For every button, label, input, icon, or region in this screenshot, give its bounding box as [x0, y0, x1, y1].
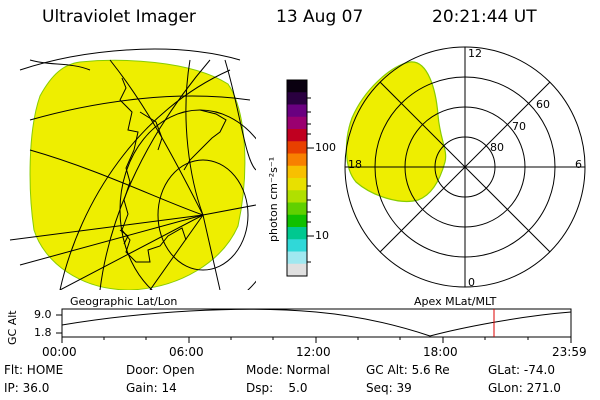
colorbar-tick-10: 10 [315, 229, 329, 242]
colorbar-segment [287, 141, 307, 154]
info-dsp: Dsp: 5.0 [246, 381, 308, 395]
time-tick-1800: 18:00 [423, 345, 458, 359]
geographic-label: Geographic Lat/Lon [70, 295, 178, 308]
colorbar-tick-100: 100 [315, 141, 336, 154]
colorbar-segment [287, 214, 307, 228]
colorbar-segment [287, 178, 307, 191]
time-tick-0000: 00:00 [42, 345, 77, 359]
colorbar-segment [287, 92, 307, 105]
altitude-ytick-9: 9.0 [34, 308, 52, 321]
polar-mlt-6: 6 [575, 158, 582, 171]
time-tick-0600: 06:00 [169, 345, 204, 359]
info-glat: GLat: -74.0 [488, 363, 555, 377]
polar-mlt-18: 18 [348, 158, 362, 171]
colorbar-segment [287, 251, 307, 265]
info-seq: Seq: 39 [366, 381, 412, 395]
colorbar-unit-label: photon cm⁻²s⁻¹ [267, 156, 280, 242]
polar-mlt-0: 0 [468, 276, 475, 289]
info-ip: IP: 36.0 [4, 381, 50, 395]
polar-mlat-80: 80 [490, 141, 504, 154]
info-gain: Gain: 14 [126, 381, 177, 395]
colorbar-segment [287, 239, 307, 252]
time-tick-2359: 23:59 [552, 345, 587, 359]
time-tick-1200: 12:00 [296, 345, 331, 359]
polar-mlat-60: 60 [536, 98, 550, 111]
info-gc-alt: GC Alt: 5.6 Re [366, 363, 450, 377]
colorbar-segment [287, 227, 307, 240]
altitude-ytick-1: 1.8 [34, 326, 52, 339]
info-flight: Flt: HOME [4, 363, 64, 377]
observation-time: 20:21:44 UT [432, 7, 537, 27]
colorbar-segment [287, 129, 307, 142]
colorbar [287, 80, 307, 277]
colorbar-segment [287, 80, 307, 93]
polar-mlt-12: 12 [468, 47, 482, 60]
altitude-ylabel: GC Alt [6, 310, 19, 345]
geographic-aurora-region [29, 59, 246, 290]
polar-mlat-70: 70 [512, 120, 526, 133]
colorbar-segment [287, 104, 307, 118]
colorbar-segment [287, 153, 307, 167]
colorbar-segment [287, 116, 307, 130]
instrument-title: Ultraviolet Imager [42, 7, 196, 27]
colorbar-segment [287, 263, 307, 277]
colorbar-segment [287, 202, 307, 216]
observation-date: 13 Aug 07 [276, 7, 364, 27]
colorbar-segment [287, 165, 307, 179]
info-glon: GLon: 271.0 [488, 381, 561, 395]
info-mode: Mode: Normal [246, 363, 330, 377]
polar-aurora-region [345, 61, 447, 202]
polar-plot [344, 46, 586, 288]
info-door: Door: Open [126, 363, 195, 377]
apex-label: Apex MLat/MLT [414, 295, 497, 308]
altitude-plot [56, 308, 572, 343]
colorbar-segment [287, 190, 307, 203]
